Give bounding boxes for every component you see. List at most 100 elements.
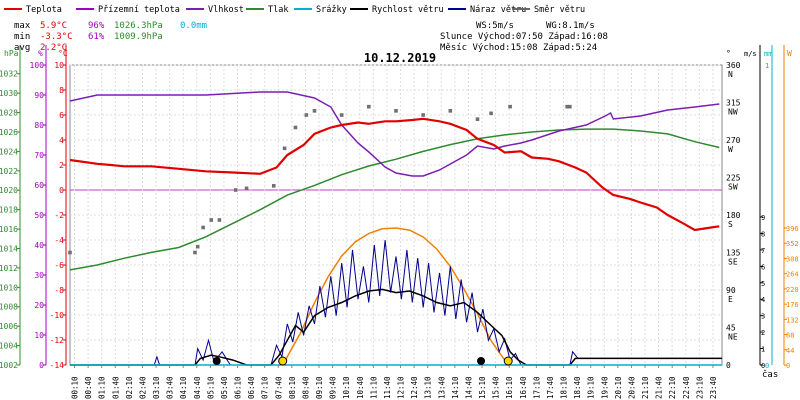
x-tick-label: 20:40 (627, 376, 636, 399)
wind-dir-point (209, 218, 214, 222)
hpa-tick-label: 1030 (0, 89, 18, 98)
x-tick-label: 15:40 (492, 376, 501, 399)
x-tick-label: 02:40 (138, 376, 147, 399)
mm-tick-label: 0 (765, 362, 769, 370)
w-tick-label: 0 (786, 362, 790, 370)
hpa-tick-label: 1026 (0, 128, 18, 137)
x-tick-label: 01:40 (111, 376, 120, 399)
hpa-tick-label: 1002 (0, 361, 18, 370)
w-tick-label: 220 (786, 286, 799, 294)
x-tick-label: 19:10 (587, 376, 596, 399)
x-tick-label: 13:10 (424, 376, 433, 399)
x-tick-label: 02:10 (125, 376, 134, 399)
wind-dir-point (394, 109, 398, 113)
legend-label: Srážky (316, 5, 347, 15)
dir-name-label: SW (728, 183, 738, 192)
mm-axis-title: mm (764, 50, 772, 58)
hpa-tick-label: 1014 (0, 244, 18, 253)
pct-axis-title: % (38, 49, 43, 58)
x-tick-label: 22:10 (668, 376, 677, 399)
ms-tick-label: 7 (761, 247, 765, 255)
x-tick-label: 19:40 (600, 376, 609, 399)
dir-name-label: W (728, 145, 733, 154)
x-tick-label: 09:40 (329, 376, 338, 399)
hpa-tick-label: 1020 (0, 186, 18, 195)
legend-label: Tlak (268, 5, 288, 15)
stat-min-press: 1009.9hPa (114, 32, 163, 42)
stat-ws: WS:5m/s (476, 21, 514, 31)
stat-rain: 0.0mm (180, 21, 207, 31)
hpa-tick-label: 1010 (0, 283, 18, 292)
temp-tick-label: -2 (54, 211, 64, 220)
dir-tick-label: 360 (726, 61, 741, 70)
hpa-axis-title: hPa (4, 49, 19, 58)
stat-max-temp: 5.9°C (40, 21, 67, 31)
solar-radiation-line (282, 227, 509, 366)
x-tick-label: 11:10 (369, 376, 378, 399)
x-tick-label: 15:10 (478, 376, 487, 399)
temp-tick-label: -12 (50, 336, 65, 345)
x-tick-label: 14:10 (451, 376, 460, 399)
wind-dir-point (244, 186, 249, 191)
x-tick-label: 21:10 (641, 376, 650, 399)
wind-dir-point (282, 146, 287, 151)
x-tick-label: 01:10 (98, 376, 107, 399)
dir-tick-label: 0 (726, 361, 731, 370)
x-tick-label: 17:40 (546, 376, 555, 399)
x-tick-label: 20:10 (614, 376, 623, 399)
stat-avg-temp: 2.2°C (40, 43, 67, 53)
pct-tick-label: 50 (34, 211, 44, 220)
temp-tick-label: -14 (50, 361, 65, 370)
ms-tick-label: 9 (761, 214, 765, 222)
temp-tick-label: -10 (50, 311, 65, 320)
wind-dir-point (489, 111, 493, 116)
x-tick-label: 05:40 (220, 376, 229, 399)
ms-tick-label: 2 (761, 329, 765, 337)
hpa-tick-label: 1016 (0, 225, 18, 234)
pct-tick-label: 30 (34, 271, 44, 280)
w-tick-label: 396 (786, 225, 799, 233)
stat-avg-label: avg (14, 43, 30, 53)
temp-tick-label: 4 (59, 136, 64, 145)
stat-min-hum: 61% (88, 32, 105, 42)
hpa-tick-label: 1022 (0, 167, 18, 176)
x-tick-label: 10:10 (342, 376, 351, 399)
x-tick-label: 10:40 (356, 376, 365, 399)
pct-tick-label: 70 (34, 151, 44, 160)
ms-tick-label: 5 (761, 280, 765, 288)
wind-dir-point (475, 117, 480, 121)
w-tick-label: 264 (786, 271, 799, 279)
stat-max-hum: 96% (88, 21, 105, 31)
ms-tick-label: 8 (761, 230, 765, 238)
moonset-marker (212, 357, 221, 365)
x-tick-label: 22:40 (682, 376, 691, 399)
pct-tick-label: 40 (34, 241, 44, 250)
ms-tick-label: 6 (761, 263, 765, 271)
temp-tick-label: 6 (59, 111, 64, 120)
hpa-tick-label: 1018 (0, 206, 18, 215)
axes: hPa% °C 1032 1030 1 0 2 8 1026 1024 1022 1020 1018 10… (0, 45, 799, 399)
temp-tick-label: -6 (54, 261, 64, 270)
x-tick-label: 03:10 (152, 376, 161, 399)
temp-tick-label: 2 (59, 161, 64, 170)
temp-axis-title: °C (58, 49, 68, 58)
dir-tick-label: 225 (726, 174, 741, 183)
mm-tick-label: 1 (765, 62, 769, 70)
hpa-tick-label: 1024 (0, 147, 18, 156)
pct-tick-label: 100 (30, 61, 45, 70)
x-tick-label: 08:10 (288, 376, 297, 399)
plot-area (68, 91, 722, 366)
dir-tick-label: 135 (726, 249, 741, 258)
hpa-tick-label: 1032 (0, 70, 18, 79)
pct-tick-label: 20 (34, 301, 44, 310)
temp-tick-label: -8 (54, 286, 64, 295)
x-tick-label: 17:10 (532, 376, 541, 399)
x-tick-label: 18:10 (560, 376, 569, 399)
dir-tick-label: 270 (726, 136, 741, 145)
wind-dir-point (565, 104, 569, 109)
temp-tick-label: 0 (59, 186, 64, 195)
wind-dir-point (421, 113, 425, 117)
chart-title: 10.12.2019 (364, 51, 436, 65)
